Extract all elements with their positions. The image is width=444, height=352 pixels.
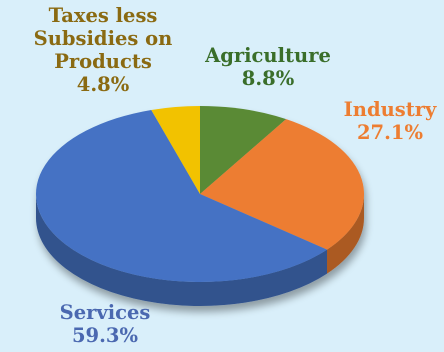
label-industry-name: Industry	[343, 98, 437, 121]
label-agriculture-value: 8.8%	[241, 67, 295, 90]
label-services-name: Services	[59, 301, 151, 324]
pie-slice-0	[200, 106, 287, 194]
label-taxes: Taxes less Subsidies on Products 4.8%	[18, 4, 188, 96]
label-industry-value: 27.1%	[356, 121, 424, 144]
label-taxes-value: 4.8%	[76, 73, 130, 96]
pie-slice-2	[35, 109, 328, 282]
pie-slice-3	[151, 106, 200, 194]
pie-wall-2	[36, 194, 328, 306]
pie-wall-1	[327, 194, 364, 274]
label-taxes-name: Taxes less Subsidies on Products	[33, 4, 173, 73]
label-services-value: 59.3%	[71, 324, 139, 347]
label-services: Services 59.3%	[40, 301, 170, 347]
pie-slice-1	[200, 119, 364, 250]
label-agriculture: Agriculture 8.8%	[188, 44, 348, 90]
label-agriculture-name: Agriculture	[205, 44, 331, 67]
label-industry: Industry 27.1%	[338, 98, 442, 144]
